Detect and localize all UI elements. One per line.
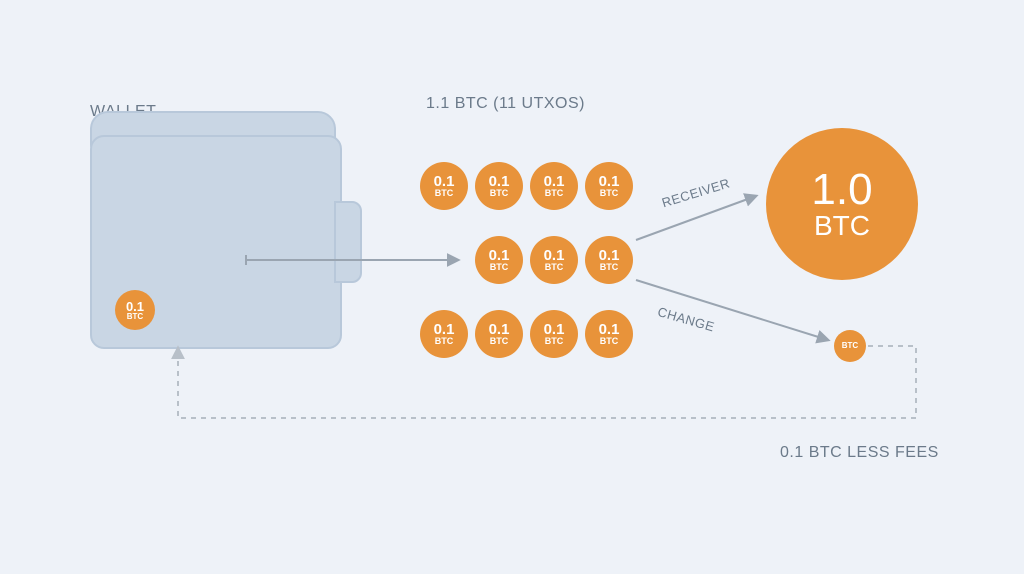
utxo-coin: 0.1BTC	[420, 162, 468, 210]
utxo-diagram: WALLET0.1BTC1.1 BTC (11 UTXOS)0.1BTC0.1B…	[0, 0, 1024, 574]
change-label: CHANGE	[656, 304, 716, 335]
utxo-coin: 0.1BTC	[530, 236, 578, 284]
wallet-clasp	[334, 201, 362, 283]
utxo-coin: 0.1BTC	[475, 310, 523, 358]
utxo-coin: 0.1BTC	[530, 162, 578, 210]
receiver-coin: 1.0BTC	[766, 128, 918, 280]
wallet-coin: 0.1BTC	[115, 290, 155, 330]
arrow-receiver	[636, 196, 756, 240]
utxo-coin: 0.1BTC	[530, 310, 578, 358]
utxo-coin: 0.1BTC	[475, 162, 523, 210]
utxo-coin: 0.1BTC	[585, 162, 633, 210]
change-coin: BTC	[834, 330, 866, 362]
utxo-coin: 0.1BTC	[585, 310, 633, 358]
utxo-coin: 0.1BTC	[585, 236, 633, 284]
utxo-coin: 0.1BTC	[420, 310, 468, 358]
utxos-title: 1.1 BTC (11 UTXOS)	[426, 95, 585, 113]
receiver-label: RECEIVER	[660, 175, 732, 210]
utxo-coin: 0.1BTC	[475, 236, 523, 284]
fees-label: 0.1 BTC LESS FEES	[780, 444, 939, 462]
